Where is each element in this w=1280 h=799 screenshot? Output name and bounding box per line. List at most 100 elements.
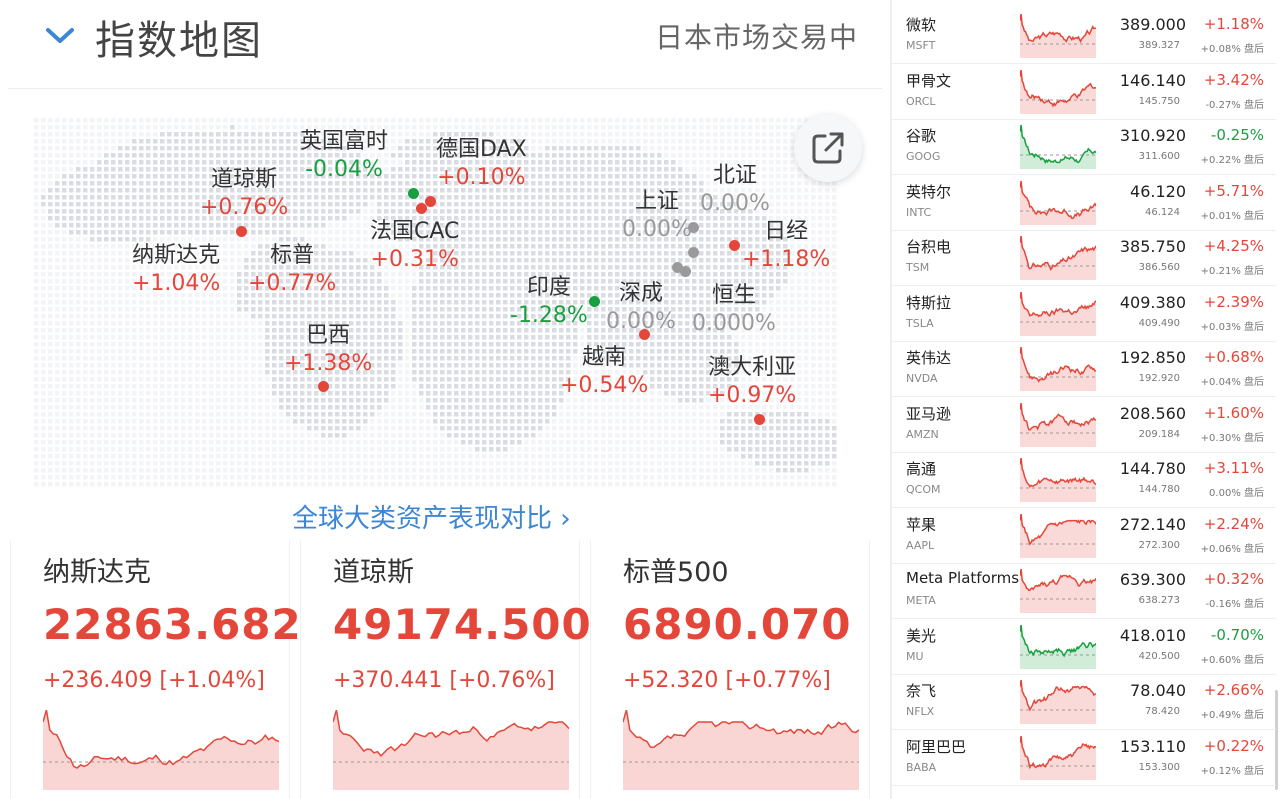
map-dot: [461, 363, 466, 368]
map-dot: [34, 216, 39, 221]
map-dot: [419, 216, 424, 221]
map-dot: [41, 216, 46, 221]
map-dot: [755, 251, 760, 256]
map-dot: [433, 125, 438, 130]
map-dot: [174, 286, 179, 291]
map-dot: [237, 307, 242, 312]
map-dot: [622, 279, 627, 284]
map-dot: [622, 300, 627, 305]
map-dot: [496, 349, 501, 354]
map-dot: [475, 384, 480, 389]
map-dot: [727, 146, 732, 151]
map-dot: [111, 286, 116, 291]
map-dot: [321, 146, 326, 151]
map-dot: [797, 384, 802, 389]
map-dot: [629, 265, 634, 270]
map-dot: [804, 237, 809, 242]
map-dot: [146, 146, 151, 151]
map-dot: [706, 314, 711, 319]
map-dot: [713, 384, 718, 389]
map-dot: [482, 321, 487, 326]
map-dot: [104, 125, 109, 130]
map-dot: [328, 146, 333, 151]
map-dot: [748, 195, 753, 200]
map-dot: [636, 160, 641, 165]
map-dot: [447, 314, 452, 319]
map-dot: [692, 118, 697, 123]
map-dot: [650, 405, 655, 410]
map-dot: [783, 307, 788, 312]
map-dot: [706, 216, 711, 221]
map-dot: [566, 272, 571, 277]
map-dot: [692, 125, 697, 130]
map-dot: [825, 398, 830, 403]
map-dot: [706, 328, 711, 333]
map-dot: [482, 132, 487, 137]
map-dot: [181, 419, 186, 424]
map-dot: [797, 195, 802, 200]
map-dot: [412, 160, 417, 165]
map-dot: [405, 258, 410, 263]
map-dot: [405, 132, 410, 137]
map-dot: [265, 195, 270, 200]
map-dot: [391, 209, 396, 214]
map-dot: [391, 342, 396, 347]
map-dot: [769, 286, 774, 291]
map-dot: [377, 223, 382, 228]
map-dot: [237, 405, 242, 410]
map-dot: [692, 286, 697, 291]
map-dot: [783, 405, 788, 410]
map-dot: [342, 153, 347, 158]
map-dot: [671, 188, 676, 193]
map-dot: [167, 237, 172, 242]
map-dot: [545, 132, 550, 137]
map-dot: [636, 216, 641, 221]
map-dot: [538, 279, 543, 284]
map-dot: [139, 279, 144, 284]
map-dot: [349, 405, 354, 410]
map-dot: [62, 419, 67, 424]
map-dot: [594, 118, 599, 123]
map-dot: [258, 419, 263, 424]
chevron-down-icon[interactable]: [44, 20, 76, 48]
map-dot: [678, 370, 683, 375]
map-dot: [286, 307, 291, 312]
map-dot: [734, 160, 739, 165]
map-dot: [804, 279, 809, 284]
map-dot: [181, 412, 186, 417]
map-dot: [517, 188, 522, 193]
map-dot: [230, 223, 235, 228]
map-dot: [41, 342, 46, 347]
map-dot: [573, 405, 578, 410]
map-dot: [41, 244, 46, 249]
map-dot: [202, 314, 207, 319]
map-dot: [440, 328, 445, 333]
map-dot: [223, 174, 228, 179]
map-dot: [447, 384, 452, 389]
map-dot: [699, 251, 704, 256]
map-dot: [447, 188, 452, 193]
map-dot: [692, 391, 697, 396]
map-dot: [629, 216, 634, 221]
map-dot: [503, 230, 508, 235]
map-dot: [300, 174, 305, 179]
map-dot: [433, 153, 438, 158]
map-dot: [41, 398, 46, 403]
map-dot: [384, 342, 389, 347]
map-dot: [678, 405, 683, 410]
map-dot: [265, 300, 270, 305]
map-dot: [195, 384, 200, 389]
map-dot: [447, 202, 452, 207]
map-dot: [818, 209, 823, 214]
map-dot: [790, 279, 795, 284]
map-dot: [601, 258, 606, 263]
map-dot: [216, 202, 221, 207]
map-dot: [167, 391, 172, 396]
map-dot: [545, 202, 550, 207]
map-dot: [237, 321, 242, 326]
map-dot: [454, 251, 459, 256]
map-dot: [384, 349, 389, 354]
map-dot: [426, 328, 431, 333]
map-dot: [398, 181, 403, 186]
map-dot: [447, 230, 452, 235]
